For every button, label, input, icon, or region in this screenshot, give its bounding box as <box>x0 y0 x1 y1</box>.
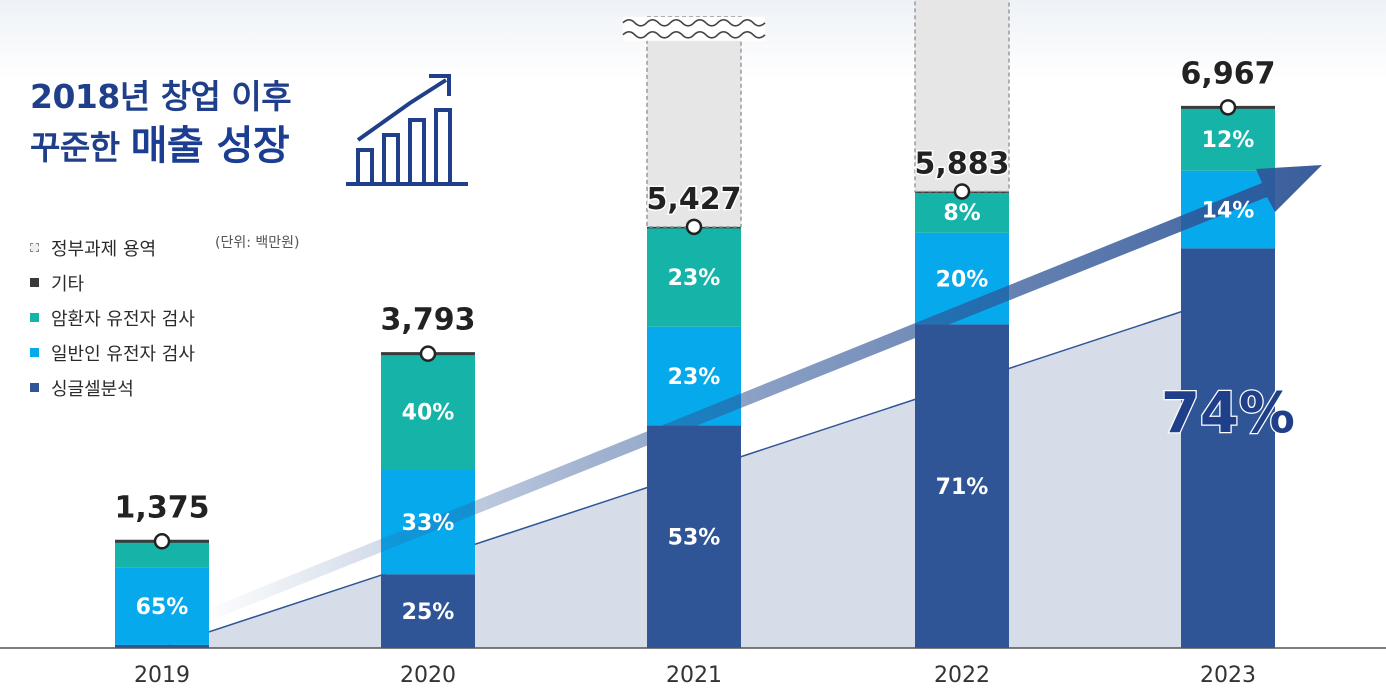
bar-segment-single-cell <box>647 425 741 648</box>
bar-segment-single-cell <box>1181 248 1275 649</box>
legend-label: 일반인 유전자 검사 <box>51 343 195 365</box>
segment-percent-label: 8% <box>943 201 980 226</box>
segment-percent-label: 74% <box>1161 381 1295 446</box>
bar-top-marker <box>419 345 437 362</box>
bar-total-label: 3,793 <box>381 303 476 338</box>
segment-percent-label: 40% <box>402 401 455 426</box>
segment-percent-label: 33% <box>402 511 455 536</box>
x-tick-label: 2019 <box>134 663 190 688</box>
bar-top-marker <box>1219 99 1237 116</box>
headline-line-1: 2018년 창업 이후 <box>30 77 292 116</box>
bar-subtotal-label: 5,883 <box>915 146 1010 181</box>
bar-segment-general <box>115 567 209 645</box>
chart-legend: 정부과제 용역 기타 암환자 유전자 검사 일반인 유전자 검사 싱글셀분석 <box>30 230 195 405</box>
segment-percent-label: 71% <box>936 475 989 500</box>
legend-label: 기타 <box>51 273 85 295</box>
bar-top-marker <box>953 183 971 200</box>
bar-segment-government <box>646 16 742 228</box>
x-tick-label: 2020 <box>400 663 456 688</box>
bar-segment-government <box>914 0 1010 193</box>
segment-percent-label: 12% <box>1202 128 1255 153</box>
segment-percent-label: 25% <box>402 600 455 625</box>
bar-segment-single-cell <box>115 644 209 648</box>
bar-subtotal-label: 5,427 <box>647 182 742 217</box>
segment-percent-label: 53% <box>668 526 721 551</box>
bar-segment-single-cell <box>381 574 475 648</box>
legend-item-single-cell: 싱글셀분석 <box>30 370 195 405</box>
legend-item-government: 정부과제 용역 <box>30 230 195 265</box>
headline-chart-icon <box>346 74 468 186</box>
x-tick-label: 2021 <box>666 663 722 688</box>
growth-trend-arrow <box>200 165 1322 622</box>
bar-segment-cancer <box>381 353 475 470</box>
x-tick-label: 2023 <box>1200 663 1256 688</box>
segment-percent-label: 23% <box>668 266 721 291</box>
legend-item-general: 일반인 유전자 검사 <box>30 335 195 370</box>
bar-total-label: 6,967 <box>1181 56 1276 91</box>
segment-percent-label: 65% <box>136 595 189 620</box>
legend-swatch-other <box>30 278 39 287</box>
headline-prefix: 꾸준한 <box>30 128 120 167</box>
axis-break-wave <box>622 31 766 39</box>
legend-item-other: 기타 <box>30 265 195 300</box>
bar-segment-cancer <box>647 226 741 327</box>
legend-label: 싱글셀분석 <box>51 378 134 400</box>
unit-note: (단위: 백만원) <box>215 235 300 251</box>
segment-percent-label: 14% <box>1202 199 1255 224</box>
headline: 2018년 창업 이후 꾸준한 매출 성장 <box>30 74 292 174</box>
bar-segment-single-cell <box>915 324 1009 648</box>
legend-swatch-single-cell <box>30 383 39 392</box>
legend-label: 암환자 유전자 검사 <box>51 308 195 330</box>
segment-percent-label: 23% <box>668 365 721 390</box>
legend-swatch-general <box>30 348 39 357</box>
legend-item-cancer: 암환자 유전자 검사 <box>30 300 195 335</box>
bar-top-marker <box>685 218 703 236</box>
legend-label: 정부과제 용역 <box>51 238 157 260</box>
bar-segment-cancer <box>1181 107 1275 171</box>
bar-total-label: 1,375 <box>115 490 210 525</box>
legend-swatch-cancer <box>30 313 39 322</box>
axis-break-wave <box>622 19 766 27</box>
bar-top-marker <box>153 533 171 550</box>
segment-percent-label: 20% <box>936 268 989 293</box>
headline-emphasis: 매출 성장 <box>130 123 290 169</box>
x-tick-label: 2022 <box>934 663 990 688</box>
headline-line-2: 꾸준한 매출 성장 <box>30 120 291 174</box>
legend-swatch-government <box>30 243 39 252</box>
